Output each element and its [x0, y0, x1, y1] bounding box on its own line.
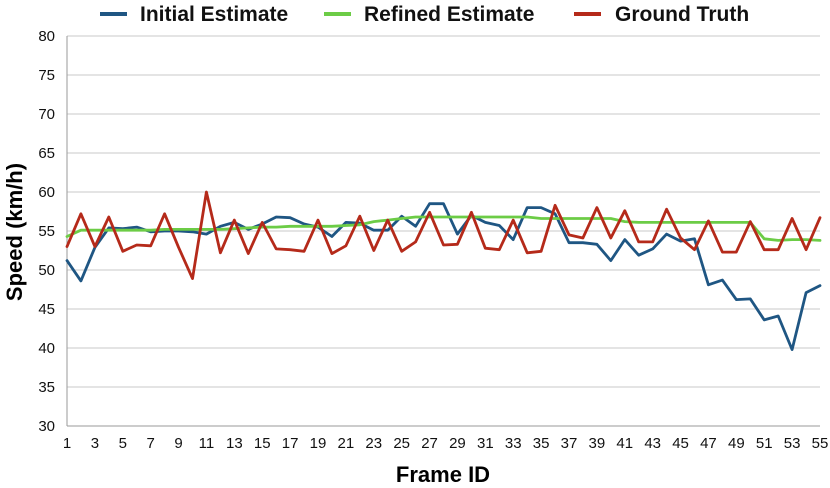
x-tick-label: 13 [226, 435, 243, 452]
x-tick-label: 33 [505, 435, 522, 452]
legend-label-ground-truth: Ground Truth [615, 3, 749, 26]
x-tick-label: 35 [533, 435, 550, 452]
legend-label-initial-estimate: Initial Estimate [140, 3, 288, 26]
x-tick-label: 43 [644, 435, 661, 452]
x-tick-label: 49 [728, 435, 745, 452]
series-line-initial-estimate [65, 202, 822, 352]
x-tick-label: 21 [338, 435, 355, 452]
series-lines [65, 190, 822, 352]
x-axis-title: Frame ID [396, 462, 490, 487]
y-tick-label: 35 [38, 379, 55, 396]
y-tick-label: 60 [38, 184, 55, 201]
x-tick-label: 9 [174, 435, 182, 452]
x-tick-label: 25 [393, 435, 410, 452]
x-tick-label: 31 [477, 435, 494, 452]
y-tick-label: 30 [38, 418, 55, 435]
y-axis-title: Speed (km/h) [2, 163, 27, 301]
x-tick-label: 5 [119, 435, 127, 452]
gridlines [67, 35, 820, 388]
x-tick-label: 7 [146, 435, 154, 452]
y-tick-label: 55 [38, 223, 55, 240]
x-tick-label: 47 [700, 435, 717, 452]
y-tick-label: 50 [38, 262, 55, 279]
x-tick-label: 39 [589, 435, 606, 452]
y-tick-label: 70 [38, 106, 55, 123]
x-tick-label: 23 [365, 435, 382, 452]
x-tick-label: 55 [812, 435, 829, 452]
series-line-ground-truth [65, 190, 822, 281]
x-tick-label: 27 [421, 435, 438, 452]
x-tick-label: 53 [784, 435, 801, 452]
y-tick-label: 75 [38, 67, 55, 84]
x-tick-label: 37 [561, 435, 578, 452]
x-tick-label: 45 [672, 435, 689, 452]
series-line-refined-estimate [65, 215, 822, 242]
x-tick-label: 51 [756, 435, 773, 452]
legend-label-refined-estimate: Refined Estimate [364, 3, 534, 26]
x-tick-label: 11 [199, 435, 215, 452]
y-tick-label: 65 [38, 145, 55, 162]
x-tick-label: 41 [616, 435, 633, 452]
x-tick-label: 29 [449, 435, 466, 452]
x-tick-label: 3 [91, 435, 99, 452]
x-tick-label: 19 [310, 435, 327, 452]
y-tick-label: 40 [38, 340, 55, 357]
y-tick-label: 80 [38, 28, 55, 45]
y-tick-label: 45 [38, 301, 55, 318]
x-tick-label: 15 [254, 435, 271, 452]
x-tick-label: 1 [63, 435, 71, 452]
legend: Initial Estimate Refined Estimate Ground T… [100, 3, 749, 26]
x-tick-label: 17 [282, 435, 299, 452]
